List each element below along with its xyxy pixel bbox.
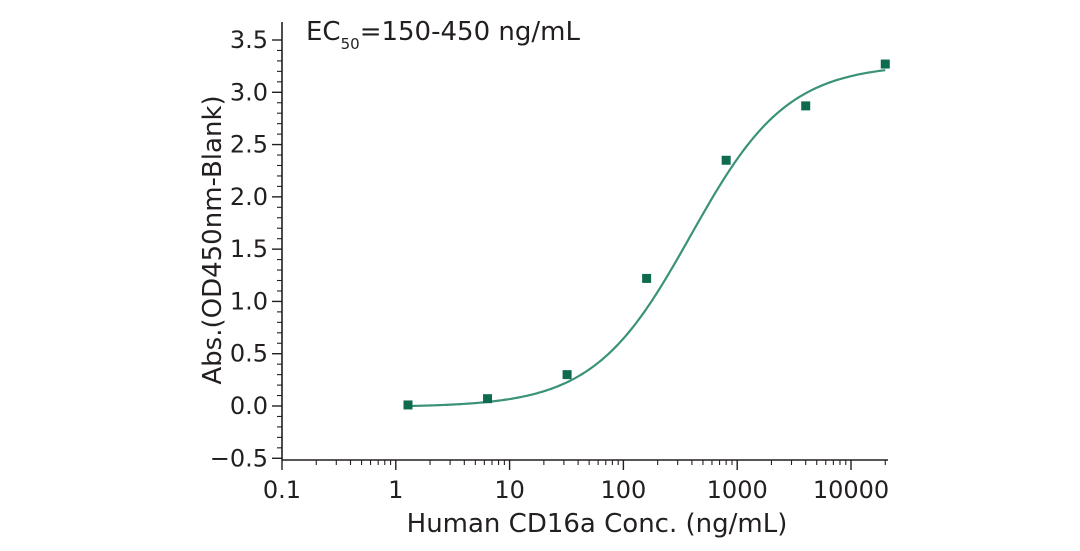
data-point bbox=[642, 273, 652, 283]
x-tick-label: 10 bbox=[494, 476, 525, 504]
x-tick-label: 0.1 bbox=[263, 476, 301, 504]
y-tick-label: −0.5 bbox=[210, 444, 268, 472]
data-point bbox=[483, 394, 493, 404]
y-tick-label: 3.5 bbox=[230, 26, 268, 54]
y-tick-label: 1.0 bbox=[230, 287, 268, 315]
ec50-annotation: EC50=150-450 ng/mL bbox=[306, 17, 580, 53]
data-point bbox=[880, 59, 890, 69]
data-point bbox=[721, 155, 731, 165]
x-axis-title: Human CD16a Conc. (ng/mL) bbox=[407, 509, 788, 539]
y-tick-label: 1.5 bbox=[230, 235, 268, 263]
x-axis-ticks: 0.1 1 10 100 1000 10000 bbox=[263, 460, 889, 504]
data-point bbox=[801, 101, 811, 111]
data-points bbox=[403, 59, 890, 410]
x-tick-label: 100 bbox=[600, 476, 646, 504]
y-axis-title: Abs.(OD450nm-Blank) bbox=[198, 95, 228, 384]
y-tick-label: 3.0 bbox=[230, 78, 268, 106]
ec50-prefix: EC bbox=[306, 17, 341, 47]
y-tick-label: 2.5 bbox=[230, 131, 268, 159]
ec50-subscript: 50 bbox=[341, 35, 360, 53]
data-point bbox=[403, 400, 413, 410]
fit-curve-group bbox=[407, 69, 886, 408]
y-tick-label: 2.0 bbox=[230, 183, 268, 211]
fit-curve bbox=[407, 69, 886, 408]
x-tick-label: 1 bbox=[388, 476, 403, 504]
axes bbox=[281, 22, 888, 461]
y-axis-ticks: −0.5 0.0 0.5 1.0 1.5 2.0 2.5 3.0 3.5 bbox=[210, 26, 282, 472]
y-tick-label: 0.0 bbox=[230, 392, 268, 420]
x-tick-label: 10000 bbox=[813, 476, 889, 504]
data-point bbox=[562, 370, 572, 380]
y-tick-label: 0.5 bbox=[230, 340, 268, 368]
ec50-value: =150-450 ng/mL bbox=[360, 17, 581, 47]
x-tick-label: 1000 bbox=[707, 476, 768, 504]
